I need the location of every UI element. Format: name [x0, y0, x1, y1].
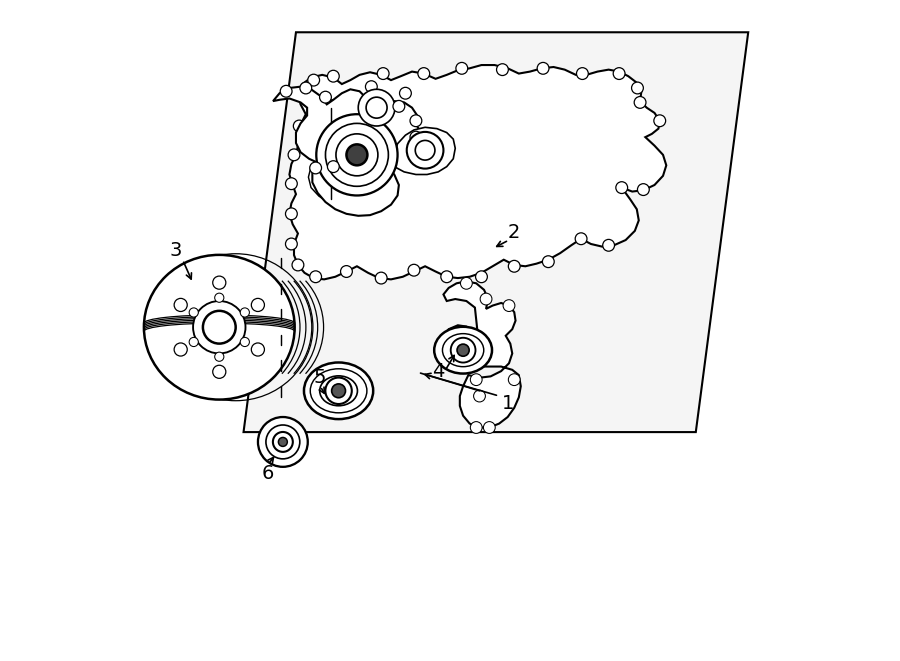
Circle shape	[543, 256, 554, 268]
Circle shape	[346, 144, 367, 165]
Circle shape	[393, 100, 405, 112]
Circle shape	[212, 276, 226, 290]
Text: 4: 4	[432, 362, 445, 381]
Polygon shape	[244, 32, 748, 432]
Text: 1: 1	[501, 395, 514, 413]
Polygon shape	[440, 282, 521, 428]
Circle shape	[508, 373, 520, 385]
Circle shape	[577, 67, 589, 79]
Circle shape	[293, 120, 305, 132]
Ellipse shape	[320, 376, 357, 406]
Circle shape	[497, 63, 508, 75]
Circle shape	[451, 338, 475, 362]
Circle shape	[215, 293, 224, 302]
Ellipse shape	[304, 362, 374, 419]
Polygon shape	[309, 100, 400, 205]
Circle shape	[340, 266, 352, 278]
Circle shape	[637, 184, 649, 196]
Circle shape	[320, 91, 331, 103]
Polygon shape	[394, 128, 455, 175]
Text: 2: 2	[508, 223, 520, 242]
Circle shape	[194, 301, 246, 354]
Circle shape	[258, 417, 308, 467]
Circle shape	[473, 390, 485, 402]
Circle shape	[300, 82, 311, 94]
Circle shape	[285, 208, 297, 219]
Circle shape	[408, 264, 419, 276]
Circle shape	[336, 134, 378, 176]
Ellipse shape	[434, 327, 492, 373]
Circle shape	[273, 432, 292, 452]
Circle shape	[326, 124, 389, 186]
Circle shape	[240, 337, 249, 346]
Circle shape	[332, 384, 346, 398]
Circle shape	[537, 62, 549, 74]
Circle shape	[418, 67, 429, 79]
Circle shape	[326, 377, 352, 404]
Circle shape	[508, 260, 520, 272]
Circle shape	[456, 62, 468, 74]
Circle shape	[603, 239, 615, 251]
Ellipse shape	[443, 334, 484, 367]
Circle shape	[441, 271, 453, 283]
Circle shape	[613, 67, 625, 79]
Circle shape	[475, 271, 488, 283]
Circle shape	[251, 298, 265, 311]
Circle shape	[328, 70, 339, 82]
Circle shape	[288, 149, 300, 161]
Circle shape	[285, 238, 297, 250]
Circle shape	[189, 308, 198, 317]
Circle shape	[483, 422, 495, 434]
Circle shape	[189, 337, 198, 346]
Circle shape	[215, 352, 224, 362]
Circle shape	[471, 422, 482, 434]
Circle shape	[202, 311, 236, 344]
Circle shape	[377, 67, 389, 79]
Circle shape	[358, 89, 395, 126]
Circle shape	[632, 82, 644, 94]
Circle shape	[251, 343, 265, 356]
Circle shape	[212, 366, 226, 378]
Circle shape	[366, 97, 387, 118]
Circle shape	[240, 308, 249, 317]
Text: 3: 3	[170, 241, 182, 260]
Circle shape	[653, 115, 666, 127]
Circle shape	[410, 132, 422, 143]
Circle shape	[278, 438, 287, 446]
Circle shape	[285, 178, 297, 190]
Circle shape	[400, 87, 411, 99]
Text: 5: 5	[314, 368, 327, 387]
Circle shape	[616, 182, 627, 194]
Circle shape	[328, 161, 339, 173]
Circle shape	[310, 162, 321, 174]
Circle shape	[461, 278, 472, 290]
Circle shape	[308, 74, 320, 86]
Ellipse shape	[144, 255, 294, 400]
Circle shape	[365, 81, 377, 93]
Circle shape	[292, 259, 304, 271]
Circle shape	[634, 97, 646, 108]
Circle shape	[415, 140, 435, 160]
Circle shape	[266, 425, 300, 459]
Polygon shape	[273, 87, 420, 215]
Circle shape	[280, 85, 292, 97]
Circle shape	[174, 343, 187, 356]
Circle shape	[471, 373, 482, 385]
Circle shape	[503, 299, 515, 311]
Circle shape	[481, 293, 492, 305]
Polygon shape	[290, 65, 666, 280]
Circle shape	[410, 115, 422, 127]
Circle shape	[174, 298, 187, 311]
Ellipse shape	[310, 369, 367, 413]
Circle shape	[316, 114, 398, 196]
Text: 6: 6	[262, 464, 274, 483]
Circle shape	[575, 233, 587, 245]
Circle shape	[375, 272, 387, 284]
Circle shape	[310, 271, 321, 283]
Circle shape	[457, 344, 469, 356]
Circle shape	[407, 132, 444, 169]
